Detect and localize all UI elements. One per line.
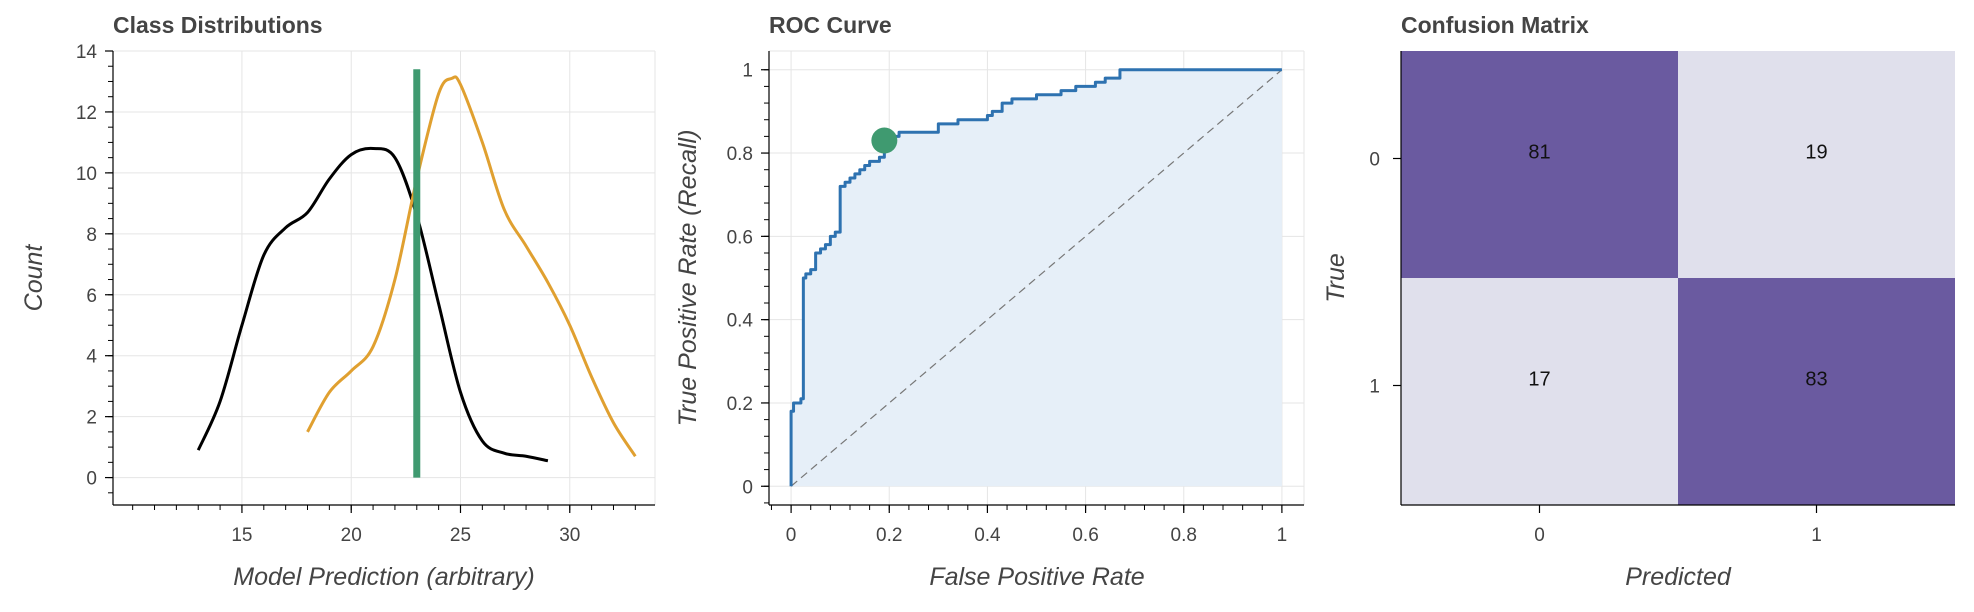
panel-title: ROC Curve (769, 12, 892, 38)
y-tick-label: 12 (76, 103, 97, 124)
density-curve-0 (196, 146, 549, 463)
chance-diagonal (790, 69, 1283, 487)
axis-ticks: 0 0.2 0.4 0.6 0.8 1 0 0.2 0.4 0.6 0.8 1 (727, 61, 1288, 546)
x-tick-label: 0.4 (974, 525, 1001, 546)
confusion-matrix-panel: Confusion Matrix 81 19 17 83 0 1 0 1 Predicted… (1322, 12, 1955, 591)
roc-curve-panel: ROC Curve 0 0.2 0.4 0.6 0.8 1 0 0.2 0.4 0.6 0.8 1 F… (674, 12, 1305, 591)
y-tick-label: 6 (86, 286, 97, 307)
matrix-cell (1401, 51, 1678, 278)
y-tick-label: 10 (76, 164, 97, 185)
y-tick-label: 0 (86, 469, 97, 490)
x-axis-label: Model Prediction (arbitrary) (233, 563, 535, 591)
operating-point-marker (871, 127, 898, 154)
y-tick-label: 14 (76, 42, 98, 63)
y-axis-label: True (1322, 253, 1350, 303)
cell-value-label: 83 (1805, 369, 1827, 391)
y-tick-label: 1 (742, 61, 753, 82)
y-tick-label: 0 (742, 477, 753, 498)
y-axis-label: Count (20, 244, 48, 312)
matrix-cell (1401, 278, 1678, 505)
roc-curve-line (789, 68, 1282, 487)
y-tick-label: 8 (86, 225, 97, 246)
x-tick-label: 0 (786, 525, 797, 546)
x-tick-label: 0.2 (876, 525, 902, 546)
plot-marks (196, 69, 637, 478)
panel-title: Class Distributions (113, 12, 323, 38)
x-tick-label: 25 (450, 525, 471, 546)
panel-title: Confusion Matrix (1401, 12, 1589, 38)
y-tick-label: 0.4 (727, 311, 754, 332)
x-tick-label: 1 (1277, 525, 1288, 546)
density-curve-1 (306, 75, 637, 458)
class-distributions-panel: Class Distributions 15 20 25 3002468101214 … (20, 12, 656, 591)
y-tick-label: 0.2 (727, 394, 753, 415)
y-tick-label: 2 (86, 408, 97, 429)
y-axis-label: True Positive Rate (Recall) (674, 130, 702, 427)
axis-ticks: 0 1 0 1 (1369, 150, 1821, 547)
x-tick-label: 0.6 (1072, 525, 1098, 546)
x-tick-label: 30 (559, 525, 580, 546)
cell-value-label: 17 (1528, 369, 1550, 391)
matrix-cells: 81 19 17 83 (1401, 51, 1955, 505)
x-tick-label: 15 (231, 525, 252, 546)
y-tick-label: 1 (1369, 377, 1380, 398)
x-tick-label: 1 (1811, 525, 1822, 546)
matrix-cell (1678, 278, 1955, 505)
y-tick-label: 0 (1369, 150, 1380, 171)
matrix-cell (1678, 51, 1955, 278)
x-tick-label: 20 (341, 525, 362, 546)
x-axis-label: Predicted (1625, 563, 1732, 591)
cell-value-label: 81 (1528, 142, 1550, 164)
y-tick-label: 0.6 (727, 227, 753, 248)
x-tick-label: 0.8 (1171, 525, 1197, 546)
plot-marks (789, 68, 1283, 487)
cell-value-label: 19 (1805, 142, 1827, 164)
grid (113, 50, 656, 505)
x-axis-label: False Positive Rate (929, 563, 1144, 591)
y-tick-label: 0.8 (727, 144, 753, 165)
x-tick-label: 0 (1534, 525, 1545, 546)
axis-ticks: 15 20 25 30 0 2 4 6 8 10 12 14 (76, 42, 636, 546)
y-tick-label: 4 (86, 347, 97, 368)
